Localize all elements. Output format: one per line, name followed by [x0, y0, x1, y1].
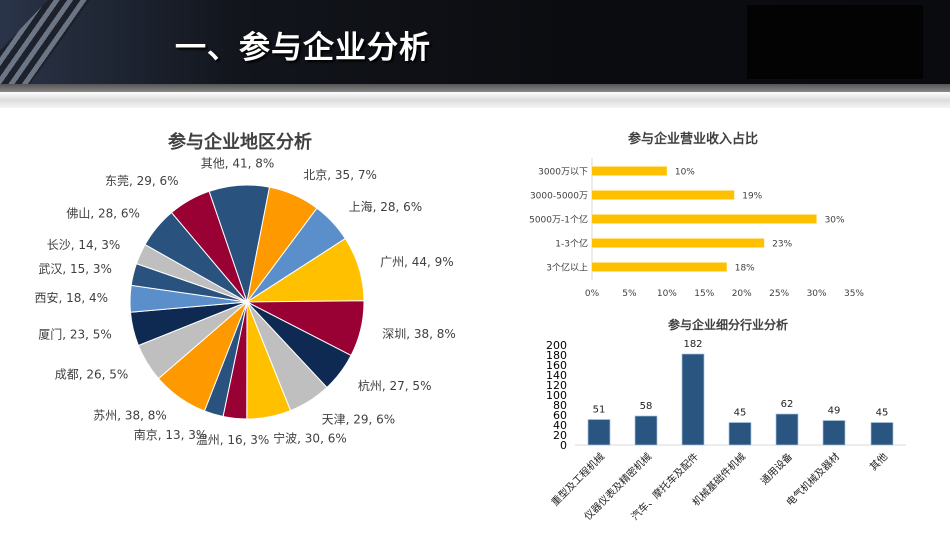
pie-label: 广州, 44, 9%: [380, 255, 454, 269]
pie-label: 深圳, 38, 8%: [382, 327, 456, 341]
industry-bar-2: [681, 353, 705, 446]
divider-shadow: [0, 92, 950, 108]
data-label: 182: [683, 339, 702, 350]
y-tick-label: 40: [553, 419, 567, 432]
data-label: 45: [876, 408, 889, 419]
pie-label: 北京, 35, 7%: [303, 168, 377, 182]
pie-label: 成都, 26, 5%: [55, 367, 129, 381]
revenue-bar-3: [592, 238, 765, 248]
revenue-chart-title: 参与企业营业收入占比: [628, 132, 759, 147]
y-tick-label: 60: [553, 409, 567, 422]
y-tick-label: 140: [546, 369, 567, 382]
y-tick-label: 180: [546, 349, 567, 362]
category-label: 5000万-1个亿: [529, 214, 588, 226]
pie-label: 佛山, 28, 6%: [66, 206, 140, 220]
pie-label: 上海, 28, 6%: [349, 199, 423, 214]
pie-label: 温州, 16, 3%: [196, 433, 270, 447]
x-tick-label: 15%: [694, 289, 714, 299]
category-label: 其他: [867, 450, 890, 473]
data-label: 58: [640, 401, 653, 412]
pie-label: 西安, 18, 4%: [34, 290, 108, 305]
data-label: 62: [781, 399, 794, 410]
data-label: 10%: [675, 168, 695, 178]
industry-bar-1: [634, 415, 658, 446]
pie-slice-17: [170, 190, 248, 303]
pie-label: 武汉, 15, 3%: [38, 262, 112, 276]
x-tick-label: 25%: [769, 289, 789, 299]
y-tick-label: 200: [546, 339, 567, 352]
y-tick-label: 0: [560, 439, 567, 452]
pie-label: 宁波, 30, 6%: [273, 431, 347, 446]
industry-bar-4: [775, 413, 799, 446]
x-tick-label: 5%: [622, 289, 637, 299]
pie-chart-title: 参与企业地区分析: [168, 132, 312, 153]
y-tick-label: 20: [553, 429, 567, 442]
x-tick-label: 35%: [844, 289, 864, 299]
revenue-bar-1: [592, 190, 735, 200]
dark-panel: [747, 5, 923, 79]
x-tick-label: 0%: [585, 289, 600, 299]
pie-label: 杭州, 27, 5%: [358, 378, 432, 393]
category-label: 1-3个亿: [555, 238, 588, 250]
category-label: 3个亿以上: [546, 262, 588, 274]
revenue-bar-4: [592, 262, 727, 272]
data-label: 49: [828, 406, 841, 417]
data-label: 18%: [735, 264, 755, 274]
x-tick-label: 20%: [732, 289, 752, 299]
y-tick-label: 120: [546, 379, 567, 392]
pie-label: 其他, 41, 8%: [201, 156, 275, 170]
data-label: 45: [734, 408, 747, 419]
industry-chart-title: 参与企业细分行业分析: [668, 318, 789, 332]
data-label: 51: [593, 405, 606, 416]
pie-label: 东莞, 29, 6%: [105, 174, 179, 188]
page-title: 一、参与企业分析: [175, 30, 431, 66]
pie-label: 厦门, 23, 5%: [38, 326, 112, 341]
x-tick-label: 30%: [807, 289, 827, 299]
industry-bar-6: [870, 422, 894, 446]
data-label: 30%: [825, 216, 845, 226]
pie-label: 苏州, 38, 8%: [93, 409, 167, 423]
industry-bar-3: [728, 422, 752, 446]
category-label: 通用设备: [758, 450, 795, 487]
industry-bar-0: [587, 419, 611, 446]
category-label: 3000-5000万: [530, 192, 588, 202]
y-tick-label: 100: [546, 389, 567, 402]
pie-label: 长沙, 14, 3%: [47, 238, 121, 252]
pie-label: 天津, 29, 6%: [322, 412, 396, 426]
pie-label: 南京, 13, 3%: [134, 427, 208, 442]
divider: [0, 84, 950, 92]
header-banner: 一、参与企业分析: [0, 0, 950, 84]
y-tick-label: 160: [546, 359, 567, 372]
revenue-bar-2: [592, 214, 817, 224]
data-label: 23%: [772, 240, 792, 250]
revenue-bar-0: [592, 166, 667, 176]
y-tick-label: 80: [553, 399, 567, 412]
x-tick-label: 10%: [657, 289, 677, 299]
category-label: 3000万以下: [538, 168, 588, 178]
data-label: 19%: [742, 192, 762, 202]
industry-bar-5: [822, 420, 846, 446]
